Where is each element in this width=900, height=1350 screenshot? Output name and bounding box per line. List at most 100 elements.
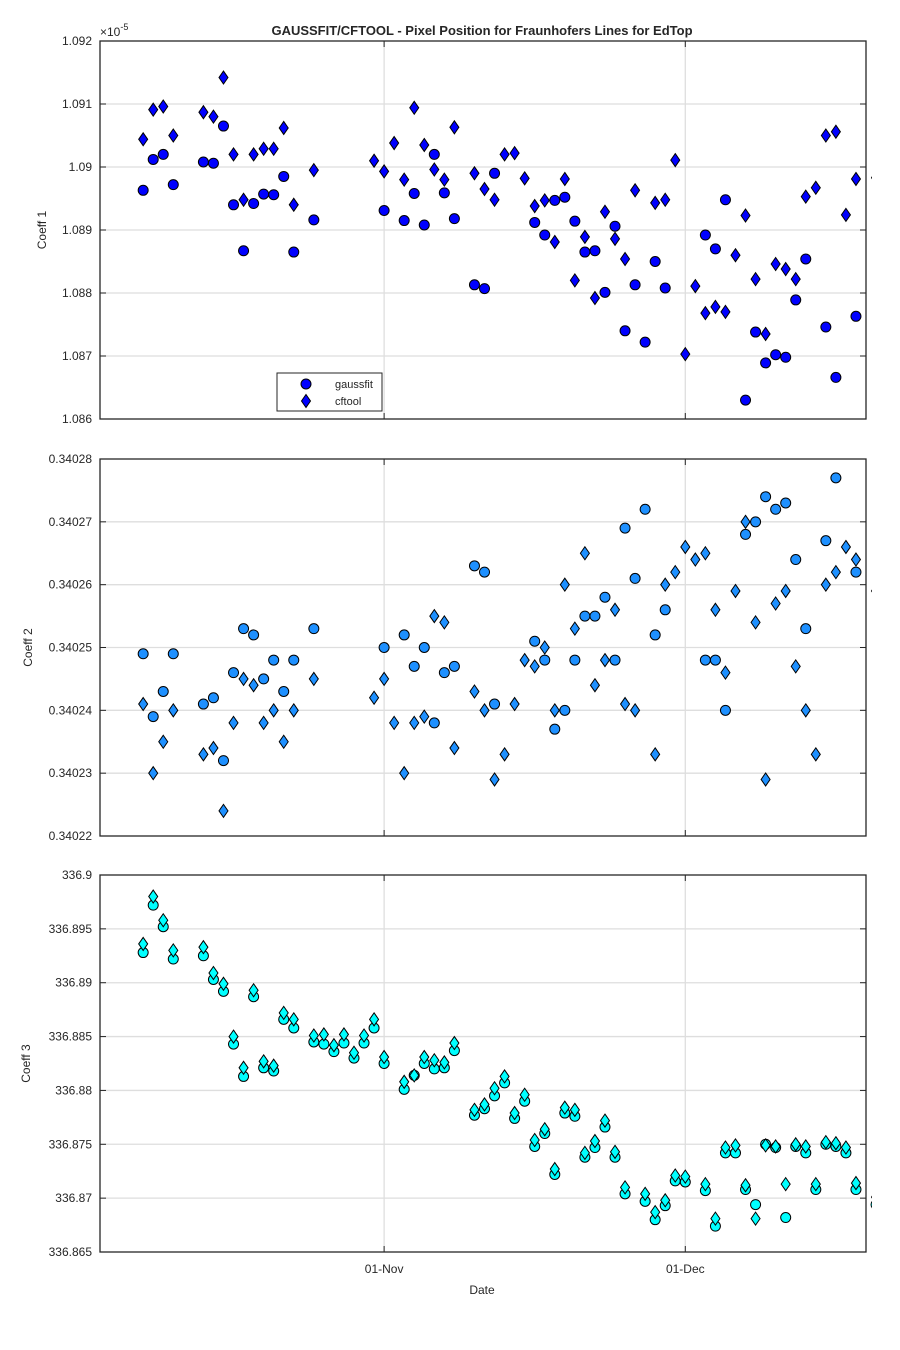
point-gaussfit [800, 623, 812, 635]
point-cftool [680, 1169, 691, 1184]
point-cftool [198, 746, 209, 762]
point-cftool [559, 171, 570, 187]
point-cftool [710, 1211, 721, 1226]
point-cftool [288, 197, 299, 213]
x-axis-label: Date [469, 1283, 495, 1297]
point-cftool [168, 128, 179, 143]
point-cftool [589, 677, 601, 693]
y-tick-label: 336.89 [55, 976, 92, 990]
point-cftool [670, 152, 681, 168]
y-tick-label: 336.9 [62, 868, 92, 882]
y-tick-label: 0.34028 [49, 452, 93, 466]
point-cftool [499, 1069, 510, 1084]
point-cftool [619, 251, 631, 267]
point-gaussfit [649, 256, 661, 267]
point-cftool [629, 182, 641, 198]
point-cftool [609, 231, 621, 247]
point-cftool [589, 290, 601, 306]
point-cftool [882, 1133, 891, 1146]
point-cftool [750, 1211, 761, 1226]
point-cftool [670, 564, 681, 580]
point-gaussfit [559, 191, 571, 203]
point-cftool [740, 1177, 751, 1193]
point-cftool [519, 652, 530, 668]
point-gaussfit [428, 148, 440, 160]
point-gaussfit [438, 187, 450, 199]
point-cftool [650, 1204, 661, 1220]
point-cftool [850, 1175, 862, 1191]
point-gaussfit [569, 654, 581, 666]
point-gaussfit [268, 189, 280, 201]
point-cftool [569, 621, 580, 637]
point-cftool [258, 1053, 269, 1069]
point-gaussfit [288, 654, 300, 666]
point-cftool [840, 539, 852, 555]
point-cftool [840, 207, 852, 223]
point-cftool [399, 1074, 410, 1090]
point-cftool [308, 1028, 319, 1043]
y-tick-label: 336.895 [49, 922, 93, 936]
y-axis-label: Coeff 3 [19, 1044, 33, 1083]
point-gaussfit [448, 213, 460, 225]
point-cftool [429, 608, 440, 624]
point-gaussfit [468, 560, 480, 572]
point-cftool [419, 709, 430, 724]
point-cftool [690, 278, 701, 294]
point-gaussfit [479, 283, 491, 295]
point-gaussfit [479, 566, 491, 578]
point-cftool [690, 552, 701, 567]
point-gaussfit [238, 623, 250, 635]
point-cftool [619, 1179, 631, 1195]
legend-cftool-label: cftool [335, 396, 361, 408]
point-cftool [740, 208, 751, 223]
point-cftool [238, 1060, 249, 1076]
point-cftool [820, 1134, 831, 1150]
point-cftool [238, 671, 249, 687]
point-gaussfit [258, 673, 270, 685]
point-cftool [358, 1028, 370, 1043]
point-gaussfit [228, 667, 240, 679]
point-cftool [208, 965, 219, 981]
point-gaussfit [569, 215, 581, 227]
point-cftool [278, 1005, 289, 1021]
axes-coeff3: 336.865 336.87 336.875 336.88 336.885 336.89 3… [19, 868, 891, 1276]
point-cftool [198, 104, 209, 120]
point-cftool [278, 120, 289, 136]
point-cftool [850, 171, 862, 187]
point-gaussfit [438, 667, 450, 679]
y-tick-label: 0.34023 [49, 766, 93, 780]
point-cftool [579, 229, 591, 245]
point-gaussfit [258, 188, 270, 200]
point-cftool [740, 514, 751, 530]
point-cftool [770, 256, 781, 272]
y-tick-label: 1.092 [62, 34, 92, 48]
point-gaussfit [589, 610, 601, 622]
point-cftool [409, 1067, 420, 1083]
point-cftool [218, 976, 229, 992]
point-gaussfit [709, 654, 721, 666]
point-gaussfit [468, 279, 480, 291]
axes-box [99, 874, 867, 1253]
point-gaussfit [790, 554, 802, 566]
point-cftool [278, 734, 289, 750]
point-cftool [439, 1055, 450, 1070]
y-tick-label: 1.088 [62, 286, 92, 300]
x-tick-label: 01-Nov [365, 1262, 404, 1276]
point-cftool [599, 652, 611, 668]
point-gaussfit [659, 282, 671, 294]
point-cftool [439, 172, 450, 187]
point-cftool [800, 1139, 811, 1154]
point-cftool [760, 1137, 771, 1153]
point-cftool [780, 1176, 791, 1192]
point-cftool [138, 936, 149, 952]
point-cftool [700, 1176, 711, 1192]
point-cftool [499, 746, 510, 762]
point-gaussfit [589, 245, 601, 257]
point-gaussfit [830, 371, 842, 383]
point-cftool [348, 1045, 360, 1061]
point-cftool [549, 234, 560, 250]
point-gaussfit [599, 591, 611, 603]
point-gaussfit [850, 310, 862, 322]
point-cftool [810, 180, 821, 196]
point-cftool [680, 346, 691, 362]
